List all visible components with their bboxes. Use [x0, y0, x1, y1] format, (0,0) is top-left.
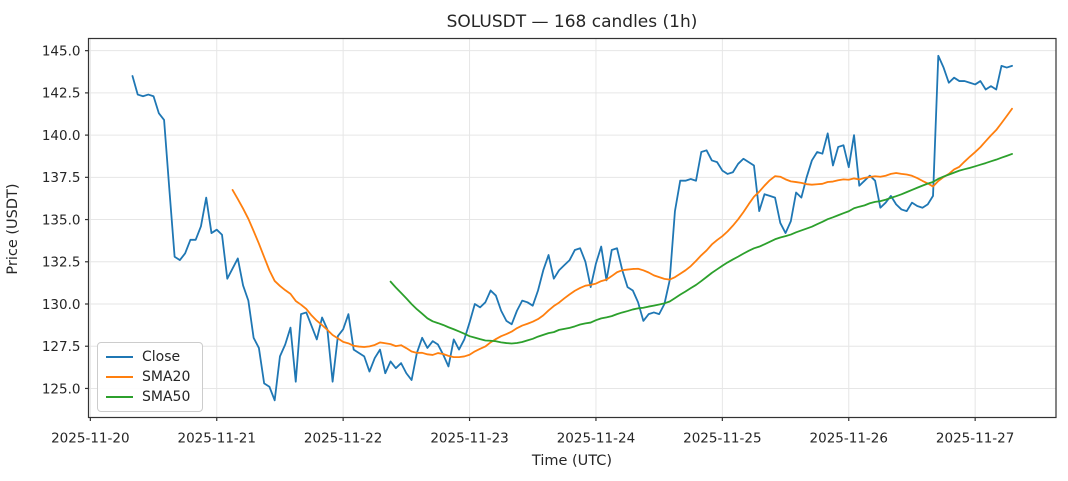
sma20-line — [231, 107, 1013, 359]
y-tick-label: 135.0 — [42, 212, 81, 228]
legend-label-sma20: SMA20 — [142, 369, 191, 385]
x-tick-label: 2025-11-22 — [304, 431, 382, 447]
chart-title: SOLUSDT — 168 candles (1h) — [446, 12, 698, 32]
y-tick-label: 125.0 — [42, 381, 81, 397]
close-line — [131, 54, 1013, 402]
legend-label-close: Close — [142, 349, 181, 365]
y-tick-label: 127.5 — [42, 339, 81, 355]
close-line-swatch — [106, 356, 133, 358]
x-tick-label: 2025-11-23 — [430, 431, 508, 447]
sma50-line — [389, 153, 1013, 345]
legend-item-sma20: SMA20 — [106, 368, 194, 386]
y-tick-label: 145.0 — [42, 43, 81, 59]
y-tick-label: 140.0 — [42, 128, 81, 144]
y-tick-label: 142.5 — [42, 86, 81, 102]
x-tick-label: 2025-11-26 — [810, 431, 888, 447]
y-axis-label: Price (USDT) — [5, 183, 21, 275]
x-tick-label: 2025-11-21 — [178, 431, 256, 447]
y-tick-label: 137.5 — [42, 170, 81, 186]
sma20-line-swatch — [106, 376, 133, 378]
plot-border — [87, 37, 1057, 419]
legend: Close SMA20 SMA50 — [97, 342, 203, 412]
x-tick-label: 2025-11-25 — [683, 431, 761, 447]
legend-item-sma50: SMA50 — [106, 388, 194, 406]
x-tick-label: 2025-11-20 — [51, 431, 129, 447]
x-tick-label: 2025-11-24 — [557, 431, 635, 447]
legend-item-close: Close — [106, 348, 194, 366]
x-axis-label: Time (UTC) — [531, 453, 613, 469]
x-tick-label: 2025-11-27 — [936, 431, 1014, 447]
sma50-line-swatch — [106, 396, 133, 398]
y-tick-label: 130.0 — [42, 297, 81, 313]
legend-label-sma50: SMA50 — [142, 389, 191, 405]
y-tick-label: 132.5 — [42, 255, 81, 271]
